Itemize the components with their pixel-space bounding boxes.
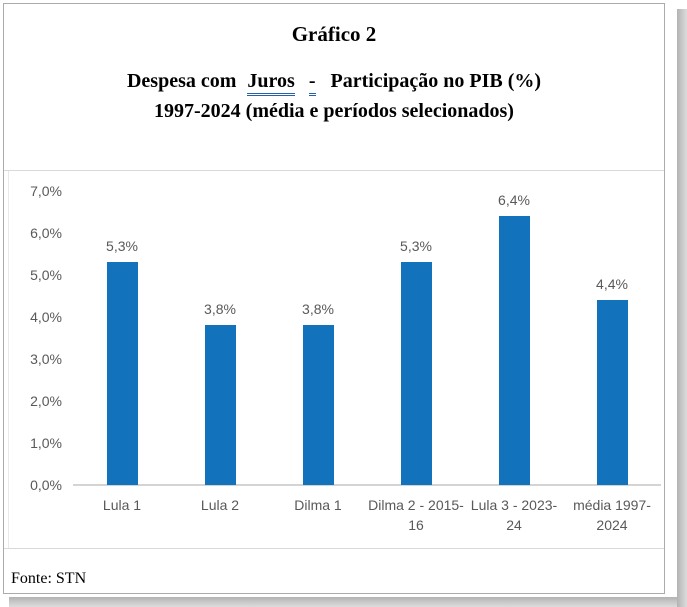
x-axis-category-label: Dilma 2 - 2015-16 bbox=[368, 497, 464, 533]
x-axis-category-label: Lula 3 - 2023-24 bbox=[470, 497, 558, 533]
source-text: Fonte: STN bbox=[11, 570, 87, 587]
bar bbox=[106, 262, 138, 485]
y-axis-tick-label: 5,0% bbox=[30, 267, 62, 283]
bar-value-label: 5,3% bbox=[400, 238, 432, 255]
x-axis-category-label: Dilma 1 bbox=[294, 497, 342, 513]
bar bbox=[204, 325, 236, 485]
bar-column: 3,8% bbox=[269, 171, 367, 485]
bar bbox=[302, 325, 334, 485]
y-axis-tick-label: 2,0% bbox=[30, 393, 62, 409]
bar-value-label: 3,8% bbox=[204, 301, 236, 318]
bar-value-label: 4,4% bbox=[596, 276, 628, 293]
bar bbox=[498, 216, 530, 485]
bar bbox=[400, 262, 432, 485]
y-axis-tick-label: 7,0% bbox=[30, 183, 62, 199]
y-axis: 7,0% 6,0% 5,0% 4,0% 3,0% 2,0% 1,0% 0,0% bbox=[4, 171, 62, 548]
x-axis-category-label: Lula 2 bbox=[200, 497, 240, 513]
title-prefix: Despesa com bbox=[126, 70, 237, 92]
page-shadow-bottom bbox=[9, 597, 677, 607]
y-axis-tick-label: 6,0% bbox=[30, 225, 62, 241]
bar-value-label: 5,3% bbox=[106, 238, 138, 255]
bar bbox=[596, 300, 628, 485]
page-shadow-right bbox=[677, 9, 687, 607]
figure-title-line1: Despesa com Juros - Participação no PIB … bbox=[4, 66, 664, 96]
bar-column: 6,4% bbox=[465, 171, 563, 485]
bar-value-label: 6,4% bbox=[498, 192, 530, 209]
x-axis-line bbox=[73, 484, 661, 486]
title-underlined-word: Juros bbox=[247, 70, 295, 96]
bar-value-label: 3,8% bbox=[302, 301, 334, 318]
bar-column: 5,3% bbox=[367, 171, 465, 485]
title-suffix: Participação no PIB (%) bbox=[330, 70, 542, 92]
y-axis-tick-label: 3,0% bbox=[30, 351, 62, 367]
figure-caption: Gráfico 2 bbox=[291, 22, 377, 46]
bar-column: 4,4% bbox=[563, 171, 661, 485]
bar-column: 3,8% bbox=[171, 171, 269, 485]
y-axis-tick-label: 1,0% bbox=[30, 435, 62, 451]
figure-header: Gráfico 2 Despesa com Juros - Participaç… bbox=[4, 4, 664, 171]
y-axis-tick-label: 4,0% bbox=[30, 309, 62, 325]
plot-area: 5,3% 3,8% 3,8% 5,3% 6,4% 4,4% bbox=[73, 171, 661, 485]
x-axis-category-label: Lula 1 bbox=[102, 497, 142, 513]
figure-frame: Gráfico 2 Despesa com Juros - Participaç… bbox=[3, 3, 665, 594]
source-row: Fonte: STN bbox=[4, 549, 664, 593]
bar-column: 5,3% bbox=[73, 171, 171, 485]
bar-chart: 7,0% 6,0% 5,0% 4,0% 3,0% 2,0% 1,0% 0,0% 5,3% 3,8… bbox=[4, 171, 664, 549]
y-axis-tick-label: 0,0% bbox=[30, 477, 62, 493]
x-axis-category-label: média 1997-2024 bbox=[573, 497, 651, 533]
title-dash: - bbox=[308, 70, 316, 96]
figure-title-line2: 1997-2024 (média e períodos selecionados… bbox=[154, 100, 514, 122]
